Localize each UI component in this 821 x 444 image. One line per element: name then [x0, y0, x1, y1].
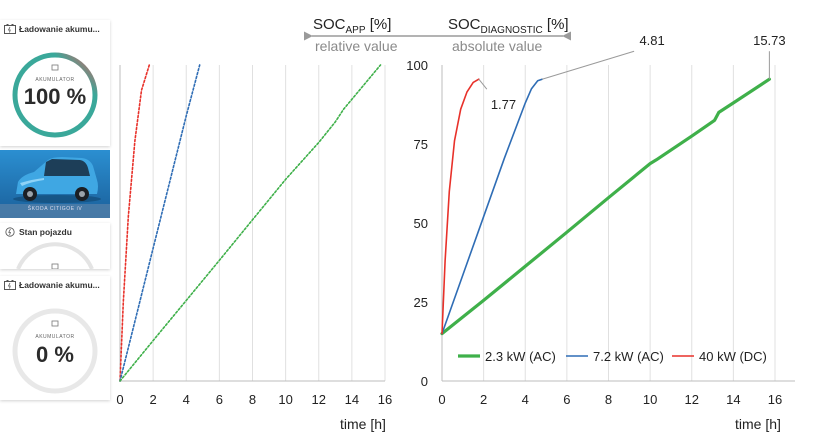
gauge-label: AKUMULATOR — [35, 77, 75, 83]
status-gauge — [16, 242, 94, 269]
x-axis-label: time [h] — [340, 416, 386, 432]
grid — [152, 65, 386, 381]
x-tick-label: 12 — [685, 392, 699, 407]
series — [119, 64, 382, 382]
x-tick-label: 2 — [480, 392, 487, 407]
legend-label: 2.3 kW (AC) — [485, 349, 556, 364]
card-title: Ładowanie akumu... — [19, 280, 100, 290]
x-tick-label: 0 — [438, 392, 445, 407]
y-tick-label: 100 — [406, 58, 428, 73]
series-line-2 — [119, 64, 382, 382]
x-tick-label: 8 — [605, 392, 612, 407]
car-model-name: ŠKODA CITIGOE iV — [27, 206, 83, 212]
charging-card-full[interactable]: Ładowanie akumu... AKUMULATOR 100 % — [0, 20, 110, 146]
y-tick-label: 25 — [414, 295, 428, 310]
battery-charge-icon — [4, 24, 16, 34]
battery-gauge — [12, 308, 98, 394]
x-tick-label: 10 — [278, 392, 292, 407]
legend-label: 40 kW (DC) — [699, 349, 767, 364]
relative-soc-chart: 0 2 4 6 8 10 12 14 16 time [h] — [116, 64, 392, 432]
gauge-label: AKUMULATOR — [35, 334, 75, 340]
legend: 2.3 kW (AC) 7.2 kW (AC) 40 kW (DC) — [458, 349, 767, 364]
x-tick-label: 6 — [216, 392, 223, 407]
card-title: Ładowanie akumu... — [19, 24, 100, 34]
grid — [483, 65, 776, 381]
series-line-0 — [119, 64, 151, 382]
x-tick-label: 0 — [116, 392, 123, 407]
car-image-card[interactable]: ŠKODA CITIGOE iV — [0, 150, 110, 218]
annotation-label: 15.73 — [753, 33, 786, 48]
x-tick-label: 10 — [643, 392, 657, 407]
soc-app-label: SOCAPP [%] — [313, 16, 391, 36]
x-tick-label: 2 — [150, 392, 157, 407]
x-tick-label: 8 — [249, 392, 256, 407]
x-tick-label: 4 — [522, 392, 529, 407]
x-tick-label: 12 — [312, 392, 326, 407]
vehicle-status-icon — [5, 227, 15, 237]
x-tick-labels: 0 2 4 6 8 10 12 14 16 — [116, 392, 392, 407]
series-line-2 — [441, 78, 480, 335]
car-illustration — [0, 150, 110, 218]
absolute-soc-chart: 0 25 50 75 100 0 2 4 6 8 10 12 14 16 1.77 4.81 15.73 2… — [406, 33, 795, 432]
card-header: Stan pojazdu — [0, 223, 110, 241]
card-title: Stan pojazdu — [19, 227, 72, 237]
series-line-1 — [119, 64, 201, 382]
annotation-label: 4.81 — [639, 33, 664, 48]
series-line-1 — [441, 78, 543, 335]
x-axis-label: time [h] — [735, 416, 781, 432]
x-tick-labels: 0 2 4 6 8 10 12 14 16 — [438, 392, 782, 407]
series-line-0 — [440, 77, 771, 336]
y-tick-labels: 0 25 50 75 100 — [406, 58, 428, 389]
annotation-leader — [541, 50, 635, 80]
x-tick-label: 16 — [768, 392, 782, 407]
chart-header: SOCAPP [%] SOCDIAGNOSTIC [%] relative va… — [303, 16, 572, 54]
battery-gauge — [12, 52, 98, 138]
x-tick-label: 14 — [726, 392, 740, 407]
battery-charge-icon — [4, 280, 16, 290]
battery-percent: 100 % — [23, 84, 87, 109]
x-tick-label: 16 — [378, 392, 392, 407]
legend-label: 7.2 kW (AC) — [593, 349, 664, 364]
charging-card-empty[interactable]: Ładowanie akumu... AKUMULATOR 0 % — [0, 276, 110, 400]
vehicle-status-card[interactable]: Stan pojazdu — [0, 223, 110, 269]
x-tick-label: 14 — [345, 392, 359, 407]
x-tick-label: 6 — [563, 392, 570, 407]
absolute-value-label: absolute value — [452, 38, 543, 54]
relative-value-label: relative value — [315, 38, 398, 54]
x-tick-label: 4 — [183, 392, 190, 407]
annotation-leader — [478, 78, 488, 90]
annotation-label: 1.77 — [491, 97, 516, 112]
y-tick-label: 50 — [414, 216, 428, 231]
y-tick-label: 0 — [421, 374, 428, 389]
card-header: Ładowanie akumu... — [0, 20, 110, 38]
card-header: Ładowanie akumu... — [0, 276, 110, 294]
y-tick-label: 75 — [414, 137, 428, 152]
soc-diagnostic-label: SOCDIAGNOSTIC [%] — [448, 16, 569, 36]
battery-percent: 0 % — [36, 342, 74, 367]
series — [440, 77, 771, 336]
annotations: 1.77 4.81 15.73 — [478, 33, 786, 112]
